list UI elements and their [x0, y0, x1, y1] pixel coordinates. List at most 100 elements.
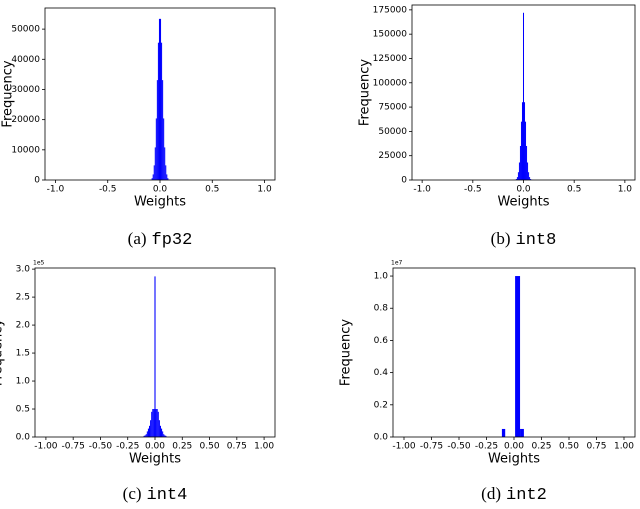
caption-label: (b) — [491, 229, 511, 248]
y-tick-label: 150000 — [373, 30, 408, 40]
bar — [527, 162, 529, 180]
bar — [154, 147, 156, 180]
x-tick-label: -1.0 — [413, 185, 431, 195]
y-tick-label: 0.2 — [374, 400, 388, 410]
y-tick-label: 0.4 — [374, 368, 389, 378]
bar — [515, 276, 521, 437]
bar — [166, 174, 168, 180]
caption: (b) int8 — [491, 229, 557, 251]
x-tick-label: 0.5 — [205, 185, 219, 195]
bar — [501, 428, 506, 437]
y-tick-label: 0.0 — [374, 433, 389, 443]
x-tick-label: -0.5 — [464, 185, 482, 195]
bar — [158, 18, 160, 180]
x-tick-label: 0.00 — [145, 442, 165, 452]
y-offset-label: 1e7 — [391, 260, 403, 267]
x-tick-label: 0.75 — [227, 442, 247, 452]
bar — [528, 172, 530, 180]
y-tick-label: 0.5 — [16, 405, 30, 415]
bar — [153, 165, 155, 180]
bar — [156, 409, 158, 437]
bar — [147, 428, 149, 437]
bar — [155, 118, 157, 180]
caption: (d) int2 — [481, 484, 547, 506]
bar — [143, 435, 145, 437]
y-tick-label: 50000 — [11, 25, 40, 35]
bar — [157, 411, 159, 437]
bar — [163, 434, 165, 437]
bar — [165, 435, 167, 437]
x-tick-label: 0.5 — [567, 185, 581, 195]
x-tick-label: -0.75 — [62, 442, 85, 452]
bar — [158, 420, 160, 437]
y-tick-label: 100000 — [373, 78, 408, 88]
bar — [529, 177, 531, 180]
bar — [167, 178, 169, 180]
y-tick-label: 0 — [34, 176, 40, 186]
bar — [145, 434, 147, 437]
caption-code: int8 — [516, 231, 557, 250]
subplot: -1.00 -0.75 -0.50 -0.25 0.00 0.25 0.50 0.75 1.00… — [0, 260, 276, 505]
bar — [164, 435, 166, 437]
x-tick-label: 0.50 — [559, 442, 579, 452]
bar — [160, 18, 162, 180]
bar — [515, 179, 517, 180]
y-offset-label: 1e5 — [33, 260, 45, 267]
bar — [152, 409, 154, 437]
bar — [520, 428, 524, 437]
bar — [150, 420, 152, 437]
caption-label: (c) — [123, 484, 142, 503]
x-tick-label: 0.75 — [586, 442, 606, 452]
x-tick-label: 0.50 — [200, 442, 220, 452]
bar — [159, 425, 161, 437]
bar — [162, 431, 164, 437]
caption-code: fp32 — [152, 231, 193, 250]
x-tick-label: 0.0 — [516, 185, 531, 195]
bar — [157, 42, 159, 181]
y-tick-label: 40000 — [11, 55, 40, 65]
x-tick-label: -0.50 — [89, 442, 113, 452]
bar — [165, 165, 167, 180]
y-tick-label: 3.0 — [16, 265, 31, 275]
x-tick-label: -0.25 — [116, 442, 139, 452]
y-axis-label: Frequency — [1, 60, 16, 127]
y-tick-label: 75000 — [378, 103, 407, 113]
x-tick-label: -0.75 — [420, 442, 443, 452]
x-tick-label: 0.25 — [531, 442, 551, 452]
x-axis-label: Weights — [488, 452, 540, 467]
y-tick-label: 20000 — [11, 115, 40, 125]
bar — [524, 102, 526, 180]
x-tick-label: 1.00 — [614, 442, 634, 452]
caption-label: (d) — [481, 484, 501, 503]
bar — [525, 121, 527, 180]
caption-label: (a) — [128, 229, 147, 248]
y-tick-label: 1.0 — [374, 272, 389, 282]
x-tick-label: -1.0 — [47, 185, 65, 195]
x-tick-label: -0.5 — [99, 185, 117, 195]
y-tick-label: 1.5 — [16, 349, 30, 359]
y-tick-label: 0.6 — [374, 336, 389, 346]
y-tick-label: 0.0 — [16, 433, 31, 443]
bar — [151, 411, 153, 437]
y-tick-label: 0.8 — [374, 304, 389, 314]
x-tick-label: -0.25 — [475, 442, 498, 452]
bar — [155, 409, 157, 437]
bar — [517, 172, 519, 180]
y-tick-label: 0 — [401, 176, 407, 186]
y-tick-label: 30000 — [11, 85, 40, 95]
bar — [526, 145, 528, 180]
bar — [516, 177, 518, 180]
x-tick-label: 0.00 — [504, 442, 524, 452]
subplot: -1.00 -0.75 -0.50 -0.25 0.00 0.25 0.50 0.75 1.00… — [339, 260, 636, 506]
y-tick-label: 175000 — [373, 5, 408, 15]
bar — [144, 435, 146, 437]
caption-code: int2 — [506, 486, 547, 505]
y-axis-label: Frequency — [358, 59, 373, 126]
y-axis-label: Frequency — [339, 319, 354, 386]
subplot: -1.0 -0.5 0.0 0.5 1.0 0 25000 50000 75000 100000 1… — [358, 4, 636, 251]
y-axis-label: Frequency — [0, 319, 6, 386]
x-tick-label: 1.0 — [618, 185, 633, 195]
subplot: -1.0 -0.5 0.0 0.5 1.0 0 10000 20000 30000 40000 50… — [1, 7, 276, 250]
x-axis-label: Weights — [129, 452, 181, 467]
